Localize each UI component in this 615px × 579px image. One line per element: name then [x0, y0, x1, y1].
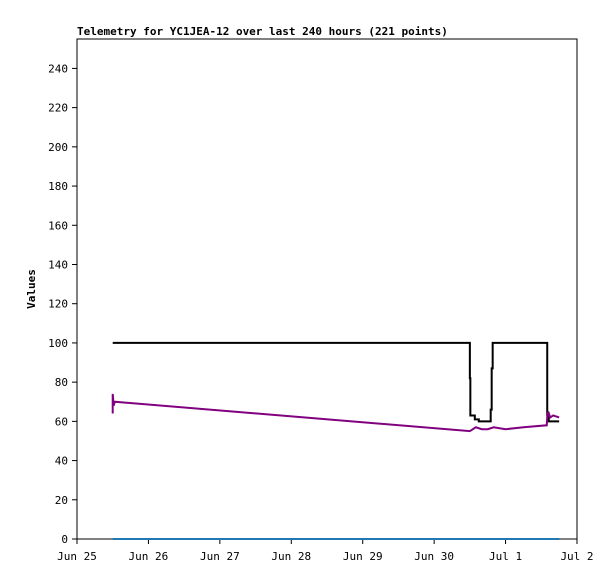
- x-tick-label: Jun 28: [271, 550, 311, 563]
- x-tick-label: Jun 30: [414, 550, 454, 563]
- x-tick-label: Jun 27: [200, 550, 240, 563]
- x-tick-label: Jul 2: [560, 550, 593, 563]
- x-tick-label: Jun 29: [343, 550, 383, 563]
- y-tick-label: 0: [61, 533, 68, 546]
- y-axis: 0 20 40 60 80 100 120 140 160 180 200 220 240: [48, 62, 77, 546]
- series-line-2: [111, 393, 560, 433]
- y-tick-label: 60: [55, 415, 68, 428]
- x-tick-label: Jul 1: [489, 550, 522, 563]
- x-tick-label: Jun 26: [129, 550, 169, 563]
- series-line-1: [112, 341, 560, 423]
- y-axis-label: Values: [25, 269, 38, 309]
- y-tick-label: 200: [48, 141, 68, 154]
- y-tick-label: 40: [55, 455, 68, 468]
- y-tick-label: 140: [48, 258, 68, 271]
- y-tick-label: 80: [55, 376, 68, 389]
- y-tick-label: 160: [48, 219, 68, 232]
- x-tick-label: Jun 25: [57, 550, 97, 563]
- chart-title: Telemetry for YC1JEA-12 over last 240 ho…: [77, 25, 448, 38]
- y-tick-label: 220: [48, 102, 68, 115]
- y-tick-label: 120: [48, 298, 68, 311]
- y-tick-label: 180: [48, 180, 68, 193]
- series-layer: [111, 341, 560, 540]
- x-axis: Jun 25 Jun 26 Jun 27 Jun 28 Jun 29 Jun 30 Jul …: [57, 539, 594, 563]
- y-tick-label: 100: [48, 337, 68, 350]
- y-tick-label: 20: [55, 494, 68, 507]
- y-tick-label: 240: [48, 62, 68, 75]
- plot-frame: [76, 38, 578, 540]
